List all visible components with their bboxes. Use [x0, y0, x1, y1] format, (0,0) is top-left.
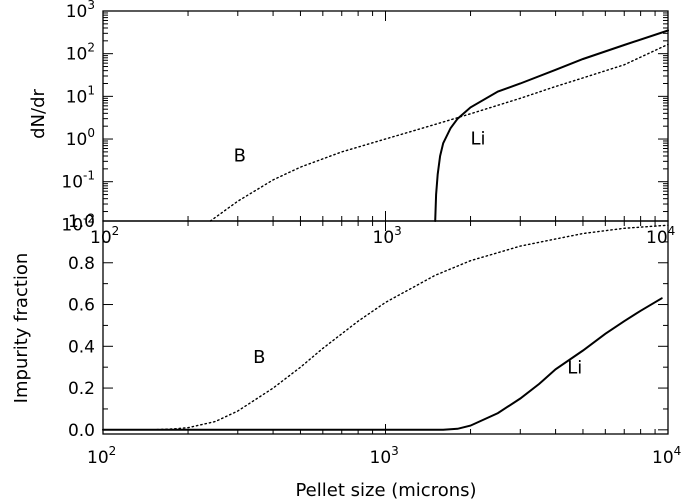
x-tick-label-top: 103: [373, 224, 402, 248]
y-tick-label: 102: [66, 41, 95, 65]
y-tick-label: 0.6: [68, 296, 95, 316]
y-tick-label: 1.0: [68, 212, 95, 232]
y-tick-label: 0.4: [68, 337, 95, 357]
x-axis-label: Pellet size (microns): [295, 480, 476, 501]
series-annotation: Li: [567, 357, 582, 378]
y-tick-label: 0.0: [68, 421, 95, 441]
series-annotation: B: [253, 347, 265, 368]
x-tick-label-top: 102: [90, 224, 119, 248]
bottom-plot-frame: [102, 220, 669, 435]
y-tick-label: 103: [66, 0, 95, 22]
series-annotation: Li: [471, 128, 486, 149]
series-line-li: [434, 29, 669, 222]
top-panel: 10-2 10-1 100 101 102 103 102 103 104 B Li dN/dr: [28, 0, 675, 248]
y-tick-label: 0.8: [68, 254, 95, 274]
x-tick-label-top: 104: [646, 224, 675, 248]
y-tick-label: 10-1: [61, 169, 95, 193]
top-plot-frame: [102, 10, 669, 222]
x-tick-label: 103: [370, 444, 399, 468]
series-line-li: [102, 297, 663, 431]
series-annotation: B: [234, 145, 246, 166]
x-tick-label: 102: [87, 444, 116, 468]
y-tick-label: 101: [66, 83, 95, 107]
bottom-y-axis-label: Impurity fraction: [11, 253, 32, 404]
top-y-axis-label: dN/dr: [28, 89, 49, 139]
y-tick-label: 0.2: [68, 379, 95, 399]
series-line-b: [209, 43, 669, 222]
y-tick-label: 10-2: [61, 211, 95, 235]
y-tick-label: 100: [66, 126, 95, 150]
series-line-b: [151, 224, 669, 431]
x-tick-label: 104: [652, 444, 681, 468]
